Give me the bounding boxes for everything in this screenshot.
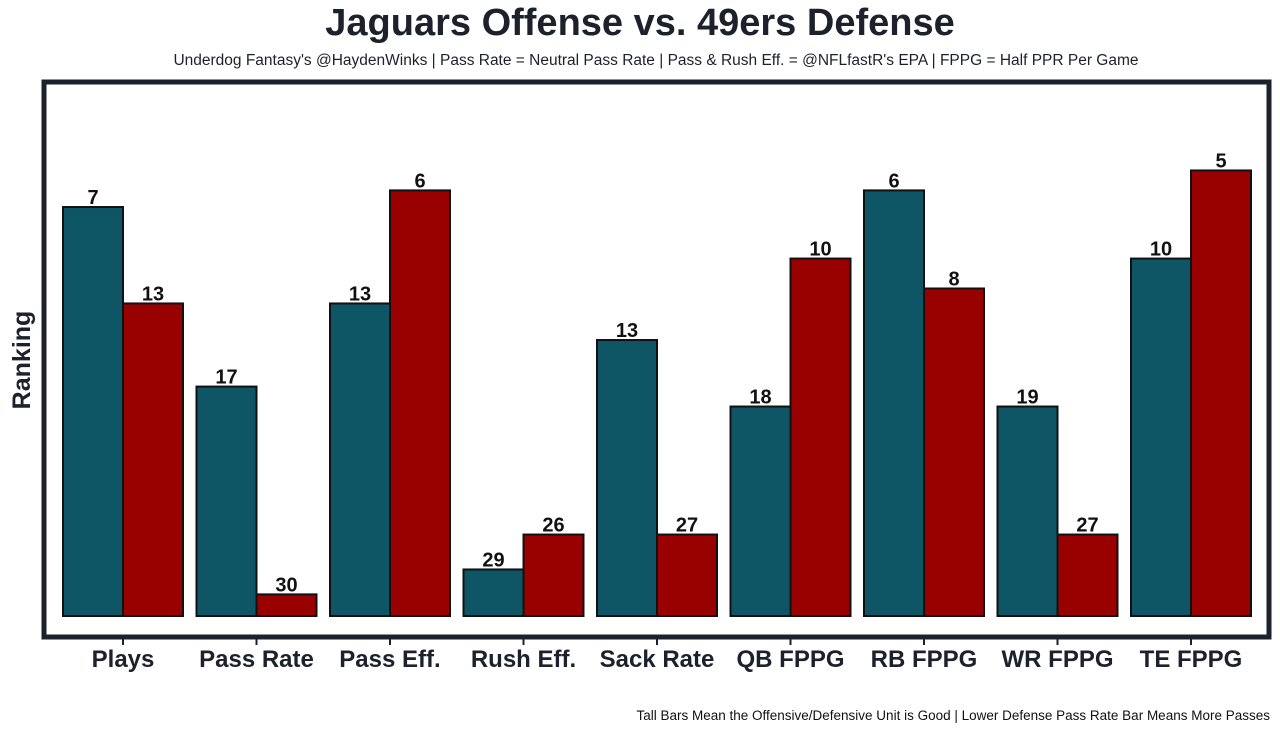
bar-offense-0	[62, 206, 124, 617]
x-tick-label: Plays	[92, 646, 155, 673]
data-label: 27	[1076, 515, 1098, 537]
data-label: 30	[275, 574, 297, 596]
bar-defense-7	[1056, 533, 1119, 617]
x-tick-label: RB FPPG	[871, 646, 978, 673]
bar-defense-6	[923, 287, 985, 617]
data-label: 17	[215, 367, 237, 389]
x-tick-label: Pass Eff.	[339, 646, 440, 673]
data-label: 10	[1150, 239, 1172, 261]
data-label: 8	[948, 268, 959, 290]
data-label: 27	[676, 515, 698, 537]
bar-defense-1	[255, 593, 318, 618]
x-tick-label: Sack Rate	[600, 646, 715, 673]
data-label: 5	[1215, 150, 1226, 172]
bar-defense-4	[656, 533, 718, 617]
x-tick-label: Pass Rate	[199, 646, 314, 673]
bar-offense-3	[462, 568, 525, 618]
data-label: 13	[349, 283, 371, 305]
data-label: 26	[542, 515, 564, 537]
data-label: 10	[809, 239, 831, 261]
bar-offense-7	[996, 405, 1059, 617]
x-tick-label: Rush Eff.	[471, 646, 576, 673]
x-tick-label: QB FPPG	[736, 646, 844, 673]
chart-subtitle: Underdog Fantasy's @HaydenWinks | Pass R…	[173, 52, 1139, 69]
chart-footer-note: Tall Bars Mean the Offensive/Defensive U…	[636, 708, 1270, 723]
x-tick-label: WR FPPG	[1002, 646, 1114, 673]
data-label: 13	[142, 283, 164, 305]
bar-defense-5	[789, 257, 852, 617]
data-label: 6	[414, 170, 425, 192]
bar-defense-2	[389, 189, 451, 617]
bar-defense-3	[522, 533, 585, 617]
bar-offense-1	[195, 385, 258, 618]
chart-title: Jaguars Offense vs. 49ers Defense	[325, 2, 955, 44]
data-label: 6	[888, 170, 899, 192]
data-label: 29	[482, 549, 504, 571]
bar-defense-0	[122, 302, 184, 617]
x-tick-label: TE FPPG	[1140, 646, 1243, 673]
y-axis-label: Ranking	[8, 311, 36, 410]
bar-offense-6	[863, 189, 925, 617]
bar-offense-2	[329, 302, 391, 617]
bar-offense-5	[729, 405, 792, 617]
bar-defense-8	[1190, 169, 1252, 617]
data-label: 18	[749, 387, 771, 409]
data-label: 19	[1016, 387, 1038, 409]
bar-offense-4	[596, 339, 658, 617]
plot-frame	[41, 79, 1272, 640]
bar-offense-8	[1130, 257, 1192, 617]
data-label: 7	[87, 187, 98, 209]
data-label: 13	[616, 320, 638, 342]
